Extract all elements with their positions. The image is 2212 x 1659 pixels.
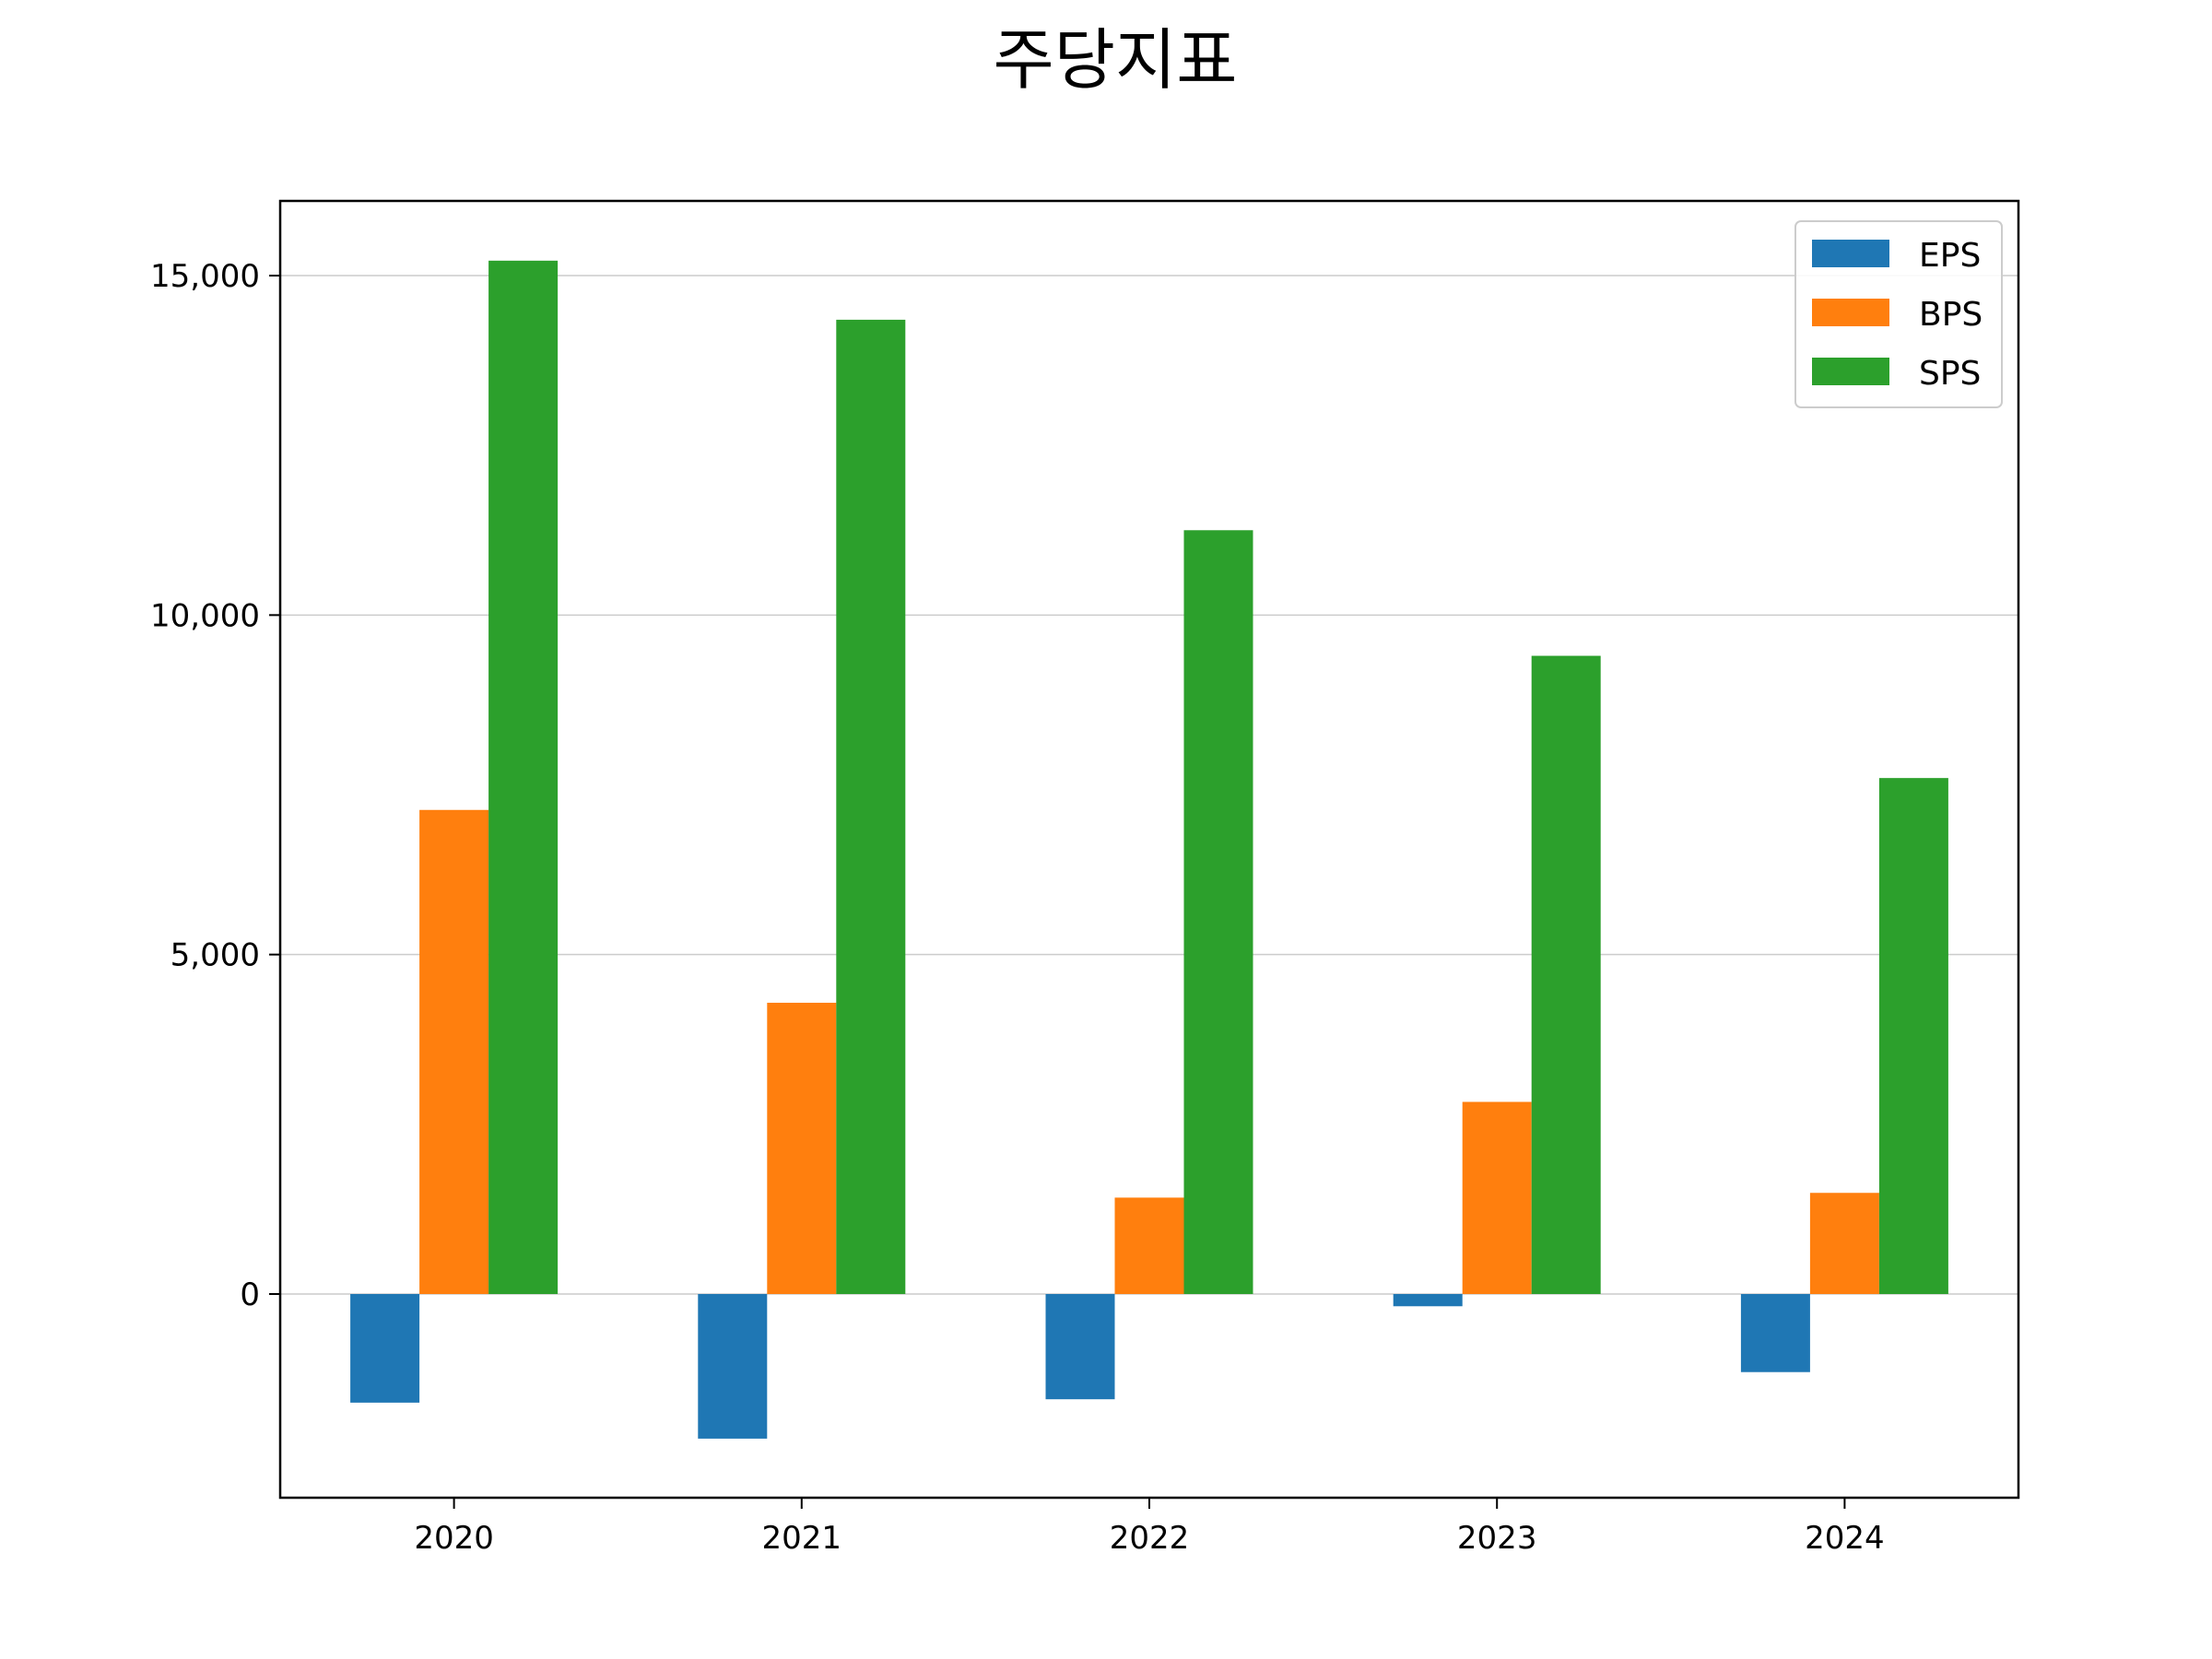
x-tick-label: 2021 <box>762 1520 842 1557</box>
bar-sps-2023 <box>1531 655 1601 1295</box>
bar-bps-2023 <box>1462 1101 1532 1295</box>
bar-eps-2023 <box>1393 1294 1463 1307</box>
bar-bps-2024 <box>1809 1193 1879 1295</box>
bar-sps-2020 <box>488 260 559 1295</box>
y-axis: 0 5,000 10,000 15,000 <box>150 258 280 1313</box>
legend-swatch-eps <box>1812 240 1889 267</box>
legend-swatch-bps <box>1812 299 1889 326</box>
x-tick-label: 2024 <box>1805 1520 1885 1557</box>
bar-eps-2022 <box>1045 1294 1115 1400</box>
bar-bps-2020 <box>419 809 489 1295</box>
legend-label-bps: BPS <box>1919 296 1983 334</box>
y-tick-label: 10,000 <box>150 597 260 634</box>
chart-title: 주당지표 <box>994 21 1238 99</box>
bar-sps-2021 <box>836 319 906 1295</box>
x-tick-label: 2022 <box>1110 1520 1190 1557</box>
y-tick-label: 5,000 <box>171 937 260 974</box>
bar-eps-2021 <box>698 1294 768 1439</box>
bar-sps-2024 <box>1878 778 1948 1295</box>
legend-label-eps: EPS <box>1919 237 1981 275</box>
legend-label-sps: SPS <box>1919 355 1981 393</box>
bar-eps-2024 <box>1740 1294 1810 1372</box>
legend: EPS BPS SPS <box>1794 220 2003 408</box>
bar-bps-2022 <box>1114 1197 1184 1295</box>
bar-bps-2021 <box>767 1002 837 1295</box>
x-tick-label: 2023 <box>1457 1520 1537 1557</box>
bar-sps-2022 <box>1183 530 1253 1295</box>
legend-swatch-sps <box>1812 358 1889 385</box>
x-tick-label: 2020 <box>414 1520 494 1557</box>
bars <box>350 260 1948 1439</box>
y-tick-label: 0 <box>240 1277 260 1313</box>
grid-lines <box>280 275 2018 1295</box>
y-tick-label: 15,000 <box>150 258 260 295</box>
x-axis: 2020 2021 2022 2023 2024 <box>414 1498 1885 1557</box>
bar-eps-2020 <box>350 1294 420 1403</box>
